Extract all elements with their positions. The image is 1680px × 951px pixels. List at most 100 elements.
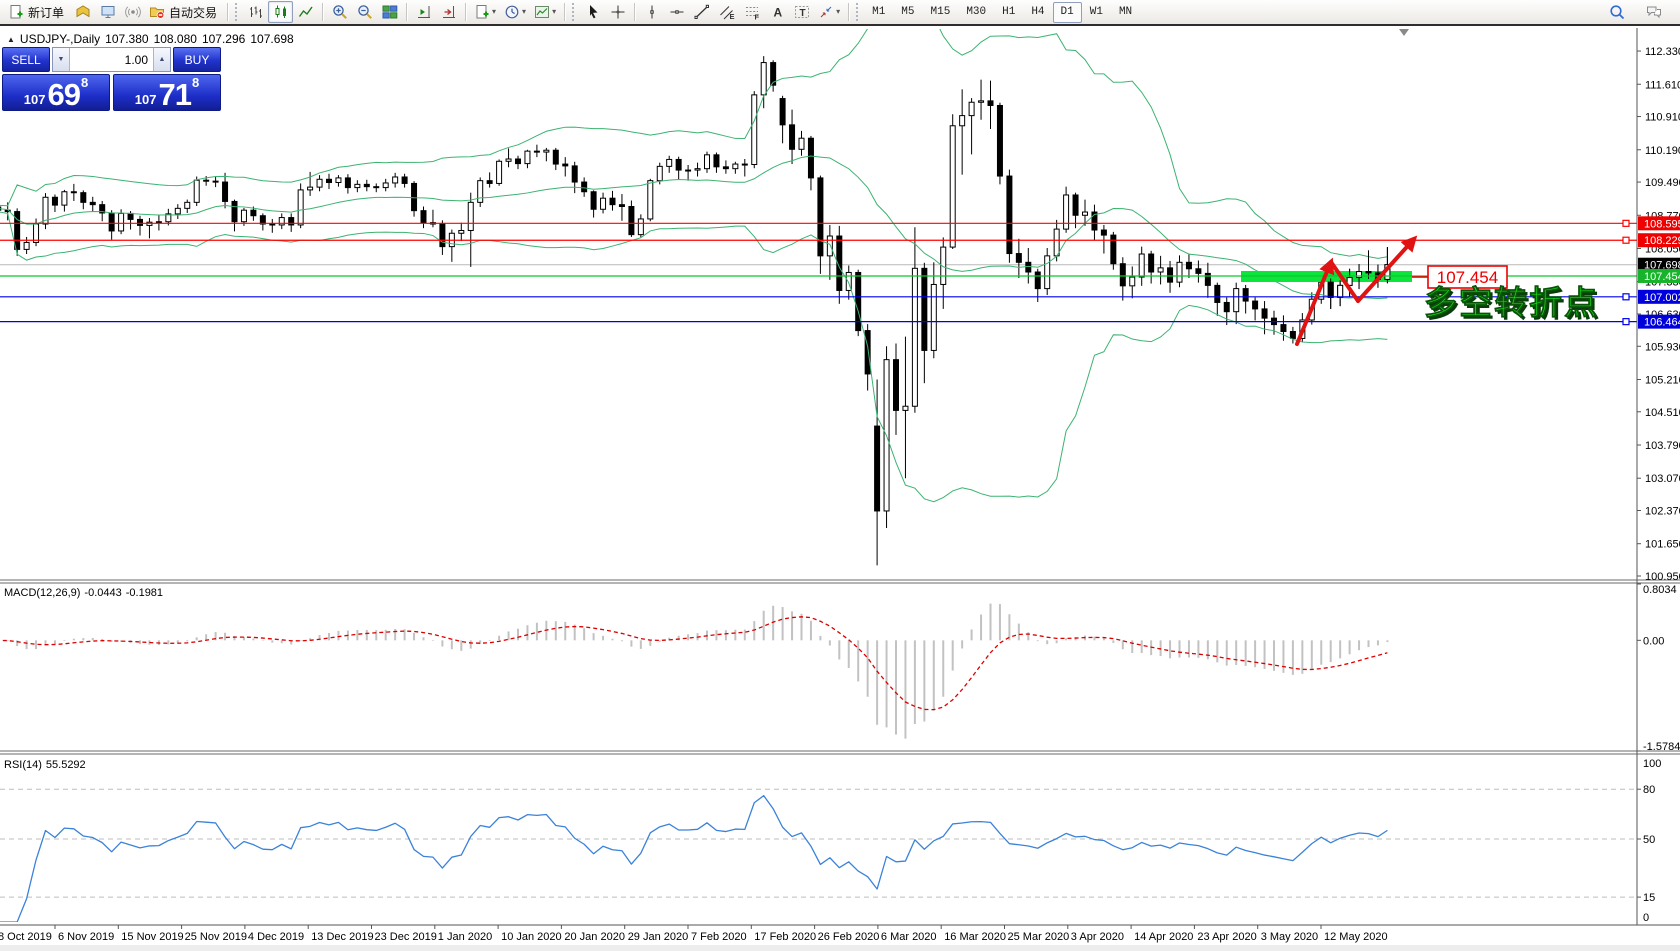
periods-button[interactable]: ▾ (500, 1, 530, 23)
date-tick-label: 7 Feb 2020 (691, 931, 747, 943)
bollinger-lower-band (0, 211, 1388, 503)
trendline-tool-button[interactable] (689, 1, 714, 23)
svg-text:A: A (773, 6, 782, 20)
date-tick-label: 20 Jan 2020 (564, 931, 625, 943)
hline-106.464-tag (1638, 314, 1680, 329)
rsi-axis[interactable]: 100 0 80 50 15 (1637, 758, 1661, 924)
hline-108.595-tag (1638, 216, 1680, 231)
chart-background[interactable] (0, 28, 1680, 951)
timeframe-m30-button[interactable]: M30 (966, 6, 987, 18)
tiles-icon (382, 5, 397, 19)
macd-axis-label: -1.5784 (1643, 741, 1680, 753)
date-axis[interactable]: 8 Oct 2019 6 Nov 2019 15 Nov 2019 25 Nov 20… (0, 925, 1388, 943)
price-tick-label: 112.330 (1645, 46, 1680, 58)
line-handle-108.229[interactable] (1622, 236, 1630, 244)
trend-arrow-segment[interactable] (1356, 235, 1418, 303)
toolbar-grip[interactable] (855, 2, 861, 22)
chart-shift-marker-icon[interactable] (1399, 29, 1409, 36)
vertical-line-tool-button[interactable] (639, 1, 664, 23)
timeframe-m1-button[interactable]: M1 (872, 6, 886, 18)
metaeditor-button[interactable] (70, 1, 95, 23)
zoom-out-button[interactable] (352, 1, 377, 23)
buy-button[interactable]: BUY (173, 47, 221, 72)
toolbar-separator (848, 3, 850, 21)
sell-button[interactable]: SELL (2, 47, 50, 72)
volume-decrease-button[interactable]: ▼ (53, 48, 70, 71)
date-tick-label: 23 Apr 2020 (1197, 931, 1256, 943)
indicators-list-dropdown-icon[interactable]: ▾ (492, 7, 497, 16)
textA-icon: A (773, 6, 782, 20)
sell-price-box[interactable]: 107 69 8 (2, 74, 110, 111)
timeframe-d1-button[interactable]: D1 (1052, 1, 1082, 23)
volume-input[interactable] (70, 48, 153, 71)
equidistant-channel-tool-button[interactable]: E (714, 1, 739, 23)
line-handle-107.002[interactable] (1622, 293, 1630, 301)
timeframe-w1-button[interactable]: W1 (1089, 6, 1103, 18)
rsi-axis-label: 15 (1643, 892, 1655, 904)
timeframe-m15-button[interactable]: M15 (930, 6, 951, 18)
crosshair-icon (611, 5, 625, 19)
macd-axis[interactable]: 0.8034 0.00 -1.5784 (1637, 583, 1680, 753)
price-callout-box[interactable] (1427, 265, 1508, 289)
signals-button[interactable] (120, 1, 145, 23)
candlestick-chart-button[interactable] (268, 1, 294, 23)
data-window-button[interactable] (95, 1, 120, 23)
arrows-tool-dropdown-icon[interactable]: ▾ (836, 7, 841, 16)
arrows-tool-button[interactable]: ▾ (814, 1, 844, 23)
toolbar-grip[interactable] (571, 2, 577, 22)
toolbar-separator (322, 3, 324, 21)
line-handle-108.595[interactable] (1622, 219, 1630, 227)
rsi-line (0, 794, 1388, 922)
bars-icon (249, 6, 262, 18)
one-click-toggle-icon[interactable]: ▲ (7, 34, 15, 44)
toolbar-grip[interactable] (234, 2, 240, 22)
text-label-tool-button[interactable]: T (789, 1, 814, 23)
template-icon (535, 6, 550, 18)
arrowstool-icon (820, 6, 832, 18)
timeframe-h4-button[interactable]: H4 (1031, 6, 1045, 18)
hline-107.002-tag-text: 107.002 (1644, 292, 1680, 304)
indicators-list-button[interactable]: ▾ (470, 1, 500, 23)
trend-arrow-segment[interactable] (1295, 257, 1335, 346)
auto-scroll-button[interactable] (411, 1, 436, 23)
price-tick-label: 110.910 (1645, 112, 1680, 124)
buy-price-box[interactable]: 107 71 8 (113, 74, 221, 111)
bar-chart-button[interactable] (243, 1, 268, 23)
bollinger-upper-band (0, 29, 1388, 259)
chart-shift-button[interactable] (436, 1, 461, 23)
templates-dropdown-icon[interactable]: ▾ (552, 7, 557, 16)
text-tool-button[interactable]: A (764, 1, 789, 23)
line-chart-button[interactable] (293, 1, 318, 23)
textT-icon: T (794, 6, 809, 19)
crosshair-button[interactable] (605, 1, 630, 23)
one-click-trading-panel: SELL ▼ ▲ BUY 107 69 8 107 71 8 (2, 47, 221, 111)
price-tick-label: 103.070 (1645, 473, 1680, 485)
price-axis[interactable]: 112.330111.610110.910110.190109.490108.7… (1637, 46, 1680, 583)
timeframe-h1-button[interactable]: H1 (1002, 6, 1016, 18)
tile-windows-button[interactable] (377, 1, 402, 23)
volume-increase-button[interactable]: ▲ (153, 48, 170, 71)
date-tick-label: 3 May 2020 (1261, 931, 1318, 943)
timeframe-mn-button[interactable]: MN (1118, 6, 1133, 18)
zoom-in-button[interactable] (327, 1, 352, 23)
svg-text:F: F (754, 13, 759, 21)
cursor-icon (589, 5, 598, 19)
autotrading-button[interactable]: 自动交易 (145, 1, 223, 23)
main-toolbar: 新订单 自动交易 ▾ ▾ ▾ E F A T ▾ M1 M5 M15 M30 H1 H4 D1 W1 MN (0, 0, 1680, 26)
date-tick-label: 4 Dec 2019 (248, 931, 304, 943)
horizontal-line-tool-button[interactable] (664, 1, 689, 23)
periods-dropdown-icon[interactable]: ▾ (522, 7, 527, 16)
timeframe-m5-button[interactable]: M5 (901, 6, 915, 18)
community-chat-button[interactable] (1641, 1, 1666, 23)
templates-button[interactable]: ▾ (530, 1, 560, 23)
search-button[interactable] (1604, 1, 1629, 23)
new-order-button[interactable]: 新订单 (4, 1, 70, 23)
fibonacci-tool-button[interactable]: F (739, 1, 764, 23)
chat-icon (1646, 6, 1661, 19)
cursor-button[interactable] (580, 1, 605, 23)
hline-107.454-tag-text: 107.454 (1644, 271, 1680, 283)
trend-arrow-segment[interactable] (1329, 260, 1360, 303)
line-handle-106.464[interactable] (1622, 318, 1630, 326)
